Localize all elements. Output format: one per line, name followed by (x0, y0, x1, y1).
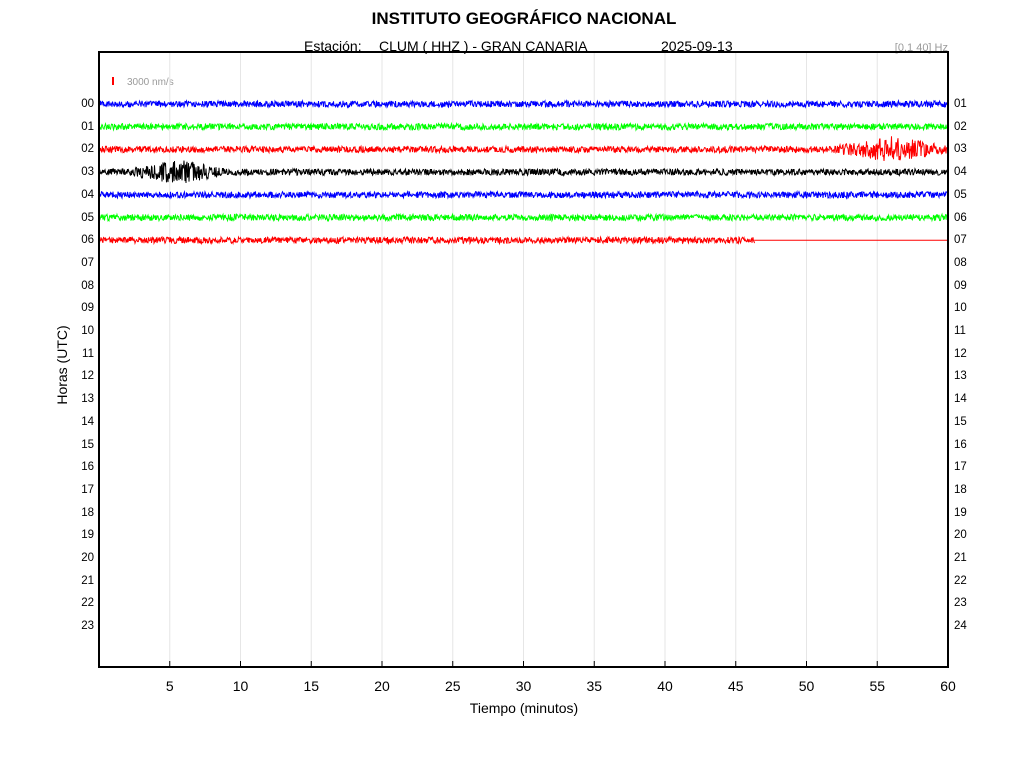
station-name: CLUM ( HHZ ) - GRAN CANARIA (379, 38, 588, 54)
hour-label-right: 01 (954, 98, 967, 110)
hour-label-right: 18 (954, 483, 967, 496)
hour-label-right: 02 (954, 120, 967, 133)
page-title: INSTITUTO GEOGRÁFICO NACIONAL (371, 9, 677, 28)
plot-frame (98, 51, 949, 668)
hour-label-left: 22 (81, 597, 94, 610)
trace-hour-02 (98, 136, 949, 161)
hour-label-right: 10 (954, 302, 967, 315)
x-tick-label: 50 (798, 678, 815, 694)
x-tick-label: 40 (657, 678, 673, 694)
hour-label-right: 03 (954, 143, 967, 156)
hour-label-left: 19 (81, 529, 94, 542)
trace-hour-05 (98, 212, 949, 223)
hour-label-right: 06 (954, 211, 967, 224)
hour-label-right: 17 (954, 461, 967, 474)
hour-label-right: 19 (954, 506, 967, 519)
hour-label-left: 17 (81, 483, 94, 496)
trace-hour-00 (98, 98, 949, 109)
hour-label-right: 13 (954, 370, 967, 383)
hour-label-left: 23 (81, 620, 94, 633)
hour-label-right: 09 (954, 279, 967, 292)
hour-label-left: 10 (81, 325, 94, 337)
hour-label-left: 12 (81, 370, 94, 383)
hour-label-left: 11 (82, 347, 94, 360)
x-tick-label: 25 (444, 678, 461, 694)
hour-label-left: 16 (81, 461, 94, 474)
x-tick-label: 55 (869, 678, 886, 694)
hour-label-left: 08 (81, 279, 94, 292)
x-tick-label: 30 (515, 678, 532, 694)
hour-label-left: 02 (81, 143, 94, 156)
x-axis-label: Tiempo (minutos) (469, 700, 579, 716)
x-tick-label: 20 (374, 678, 390, 694)
hour-label-right: 14 (954, 393, 967, 406)
hour-label-left: 21 (81, 574, 94, 587)
hour-label-left: 06 (81, 234, 94, 247)
record-date: 2025-09-13 (661, 38, 733, 54)
hour-label-right: 08 (954, 256, 967, 269)
hour-label-left: 14 (81, 415, 94, 428)
hour-label-right: 23 (954, 597, 967, 610)
trace-hour-04 (98, 189, 949, 200)
hour-label-left: 15 (81, 438, 94, 451)
hour-label-left: 09 (81, 302, 94, 315)
y-axis-label: Horas (UTC) (54, 325, 70, 405)
x-tick-label: 45 (727, 678, 744, 694)
hour-label-right: 20 (954, 529, 967, 542)
hour-label-right: 21 (954, 552, 967, 564)
x-tick-label: 35 (586, 678, 603, 694)
hour-label-left: 00 (81, 98, 94, 110)
hour-label-right: 05 (954, 188, 967, 201)
station-prefix: Estación: (304, 38, 362, 54)
hour-label-right: 16 (954, 438, 967, 451)
amplitude-scale-label: 3000 nm/s (127, 77, 174, 88)
trace-hour-06 (98, 235, 755, 246)
x-tick-label: 10 (232, 678, 249, 694)
hour-label-left: 03 (81, 166, 94, 179)
hour-label-left: 13 (81, 393, 94, 406)
hour-label-left: 05 (81, 211, 94, 224)
hour-label-left: 18 (81, 506, 94, 519)
x-tick-label: 60 (940, 678, 956, 694)
hour-label-left: 01 (81, 120, 94, 133)
trace-hour-01 (98, 121, 949, 132)
hour-label-right: 07 (954, 234, 967, 247)
hour-label-right: 04 (954, 166, 967, 179)
hour-label-right: 22 (954, 574, 967, 587)
hour-label-right: 24 (954, 620, 967, 633)
trace-hour-03 (98, 160, 949, 184)
amplitude-scale-bar (112, 77, 114, 85)
hour-label-right: 15 (954, 415, 967, 428)
x-tick-label: 5 (165, 678, 174, 694)
hour-label-right: 12 (954, 347, 967, 360)
hour-label-left: 07 (81, 256, 94, 269)
hour-label-left: 20 (81, 552, 94, 564)
x-tick-label: 15 (303, 678, 320, 694)
hour-label-left: 04 (81, 188, 94, 201)
hour-label-right: 11 (954, 325, 966, 337)
